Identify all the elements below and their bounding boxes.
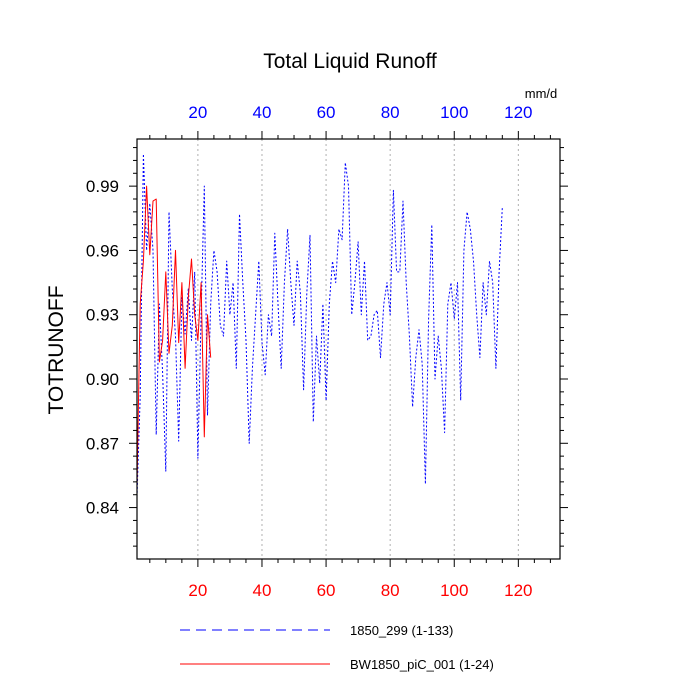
x-tick-label-bottom: 100 [440,581,468,600]
x-tick-label-top: 20 [188,103,207,122]
x-tick-label-bottom: 120 [504,581,532,600]
grid [197,139,519,559]
x-tick-label-top: 120 [504,103,532,122]
y-tick-label: 0.99 [86,177,119,196]
x-tick-label-bottom: 20 [188,581,207,600]
y-tick-label: 0.93 [86,306,119,325]
x-tick-label-top: 80 [381,103,400,122]
legend-label-1: 1850_299 (1-133) [350,623,453,638]
series-line-1 [137,153,503,497]
x-tick-label-bottom: 80 [381,581,400,600]
plot-frame [136,138,561,560]
legend-label-2: BW1850_piC_001 (1-24) [350,657,494,672]
series-layer [137,153,503,497]
y-tick-label: 0.84 [86,499,119,518]
units-label: mm/d [525,86,558,101]
chart-title: Total Liquid Runoff [263,50,437,73]
x-tick-label-top: 60 [317,103,336,122]
x-tick-label-top: 100 [440,103,468,122]
y-tick-label: 0.90 [86,370,119,389]
x-tick-label-bottom: 60 [317,581,336,600]
y-tick-label: 0.96 [86,241,119,260]
series-line-2 [137,185,212,487]
y-tick-label: 0.87 [86,434,119,453]
legend: 1850_299 (1-133) BW1850_piC_001 (1-24) [180,623,494,672]
x-tick-label-bottom: 40 [253,581,272,600]
y-axis-label: TOTRUNOFF [45,285,68,414]
x-tick-label-top: 40 [253,103,272,122]
axes: 20 20 40 40 60 60 80 80 100 100 120 120 0.84 0.87 0.90… [86,103,568,600]
